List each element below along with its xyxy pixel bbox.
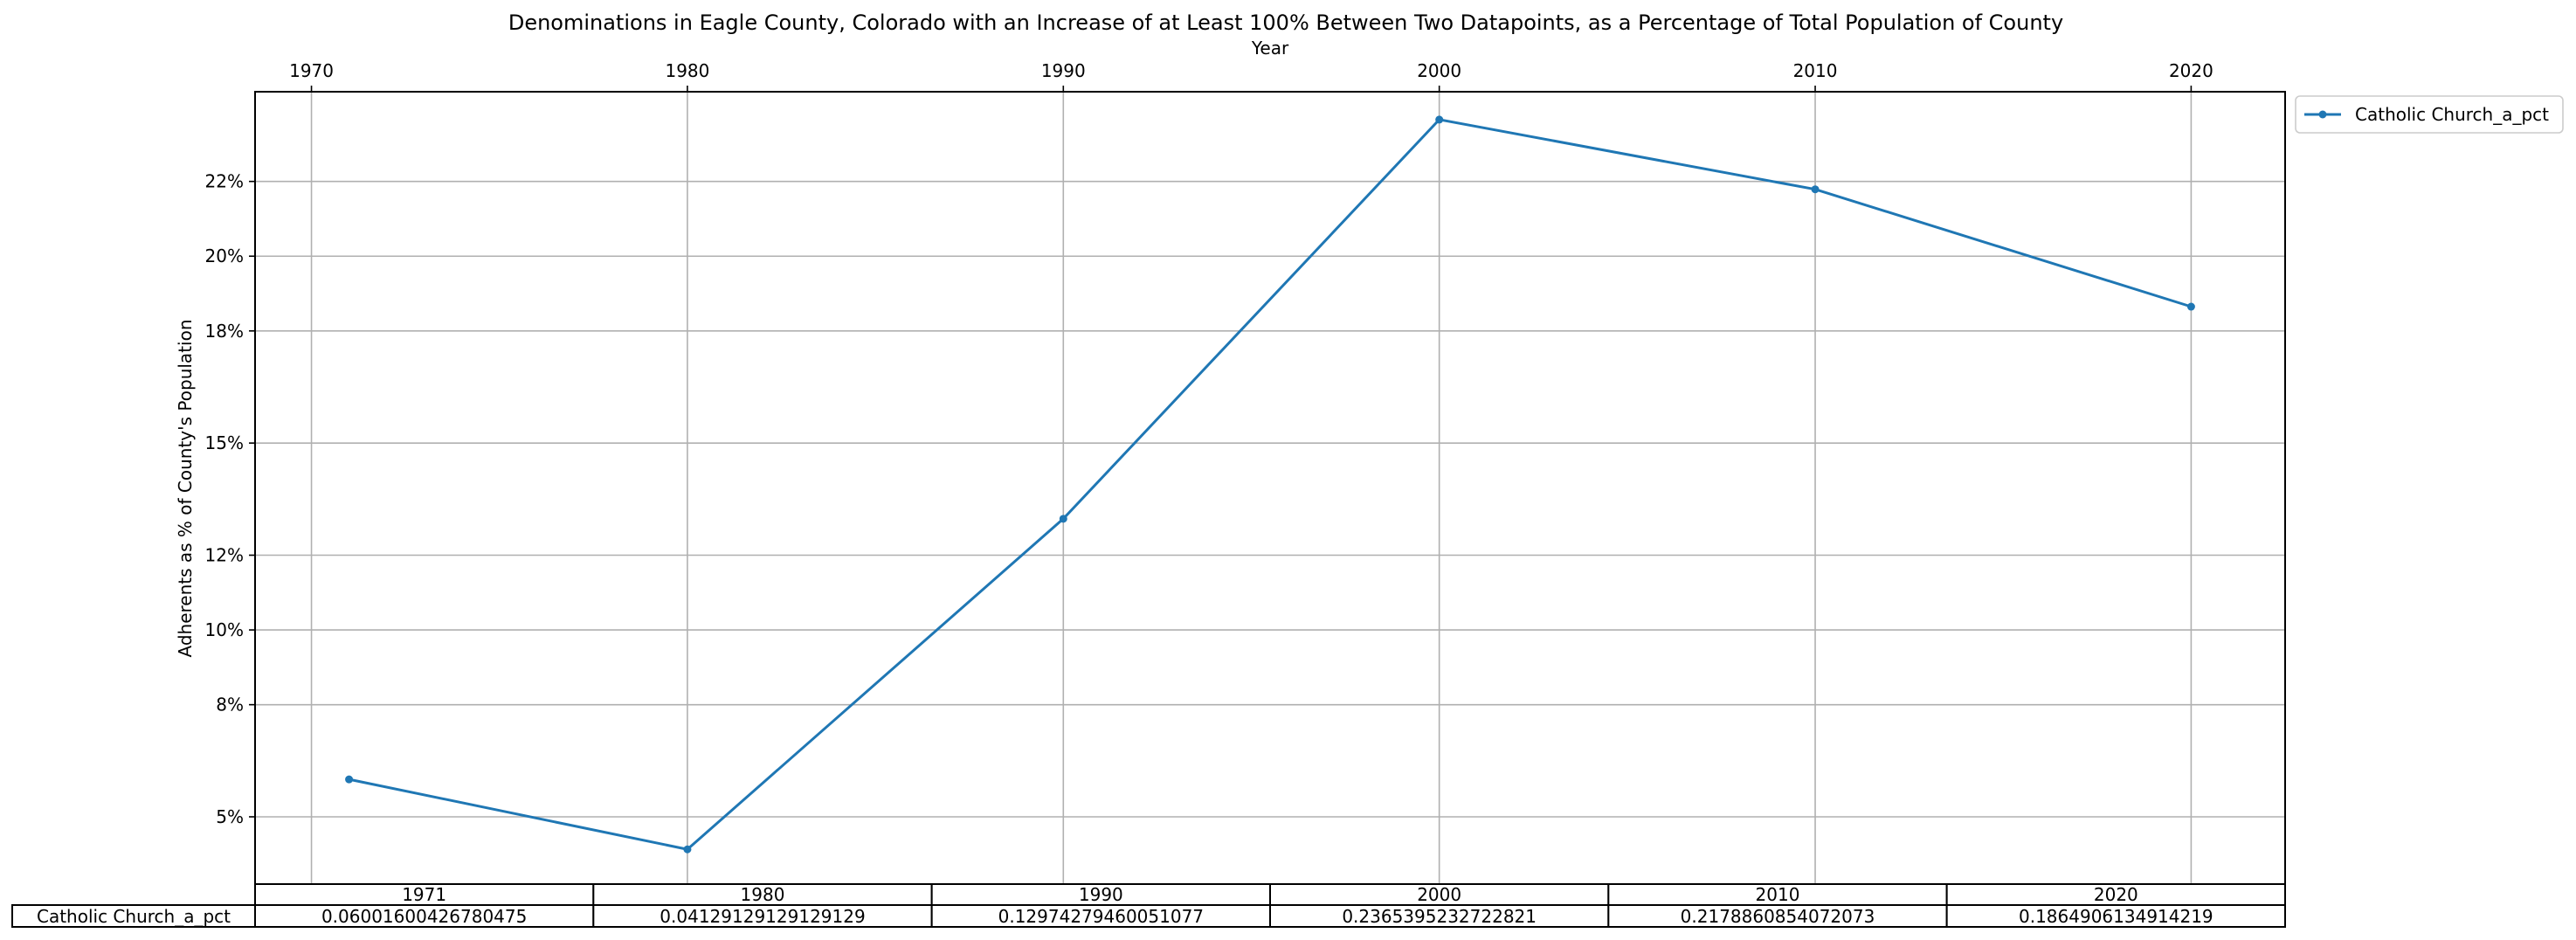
y-axis-ticks: 5% 8% 10% 12% 15% 18% 20% 22%: [205, 171, 255, 827]
table-cell-value: 0.1864906134914219: [2019, 906, 2213, 927]
data-point: [2186, 302, 2195, 311]
y-tick-label: 22%: [205, 171, 244, 192]
y-axis-label: Adherents as % of County's Population: [175, 319, 196, 657]
table-header-label: 1980: [741, 884, 785, 905]
data-point: [1811, 185, 1820, 194]
table-header-cell: [254, 883, 595, 906]
y-tick-label: 8%: [216, 695, 244, 715]
y-tick-label: 10%: [205, 619, 244, 640]
table-cell: [1945, 904, 2287, 928]
data-point: [683, 845, 692, 854]
table-cell: [592, 904, 933, 928]
table-header-label: 2010: [1756, 884, 1800, 905]
series-lines: [345, 115, 2195, 854]
y-tick-label: 5%: [216, 806, 244, 827]
table-header-label: 1990: [1079, 884, 1123, 905]
x-tick-label: 2020: [2169, 60, 2213, 81]
legend: Catholic Church_a_pct: [2295, 95, 2564, 134]
legend-marker: [2318, 110, 2327, 119]
chart-title: Denominations in Eagle County, Colorado …: [508, 10, 2063, 35]
table-cell-value: 0.2178860854072073: [1681, 906, 1875, 927]
table-cell-value: 0.06001600426780475: [321, 906, 527, 927]
x-tick-label: 1980: [665, 60, 709, 81]
x-tick-label: 1990: [1041, 60, 1086, 81]
table-header-label: 1971: [402, 884, 446, 905]
y-tick-label: 18%: [205, 321, 244, 342]
series-line: [349, 118, 2192, 851]
table-cell: [1269, 904, 1610, 928]
y-tick-label: 20%: [205, 245, 244, 266]
legend-label: Catholic Church_a_pct: [2355, 104, 2549, 125]
data-point: [1059, 515, 1067, 523]
table-cell-value: 0.12974279460051077: [998, 906, 1204, 927]
table-cell: [254, 904, 595, 928]
data-table: 1971 1980 1990 2000 2010 2020 Catholic Church_…: [11, 883, 2287, 928]
table-cell: [930, 904, 1271, 928]
x-tick-label: 2000: [1417, 60, 1461, 81]
data-point: [345, 775, 354, 784]
table-header-label: 2000: [1417, 884, 1461, 905]
x-axis-ticks: 1970 1980 1990 2000 2010 2020: [289, 60, 2213, 92]
table-cell-value: 0.2365395232722821: [1342, 906, 1537, 927]
legend-box: [2295, 95, 2564, 134]
x-tick-label: 1970: [289, 60, 334, 81]
y-tick-label: 15%: [205, 432, 244, 453]
table-header-label: 2020: [2094, 884, 2138, 905]
x-tick-label: 2010: [1793, 60, 1838, 81]
y-tick-label: 12%: [205, 545, 244, 566]
plot-frame: [254, 91, 2286, 885]
grid-lines: [255, 92, 2285, 884]
table-row-label: Catholic Church_a_pct: [37, 906, 231, 927]
table-cell-value: 0.04129129129129129: [660, 906, 865, 927]
data-point: [1435, 115, 1444, 124]
x-axis-label: Year: [1251, 38, 1289, 59]
